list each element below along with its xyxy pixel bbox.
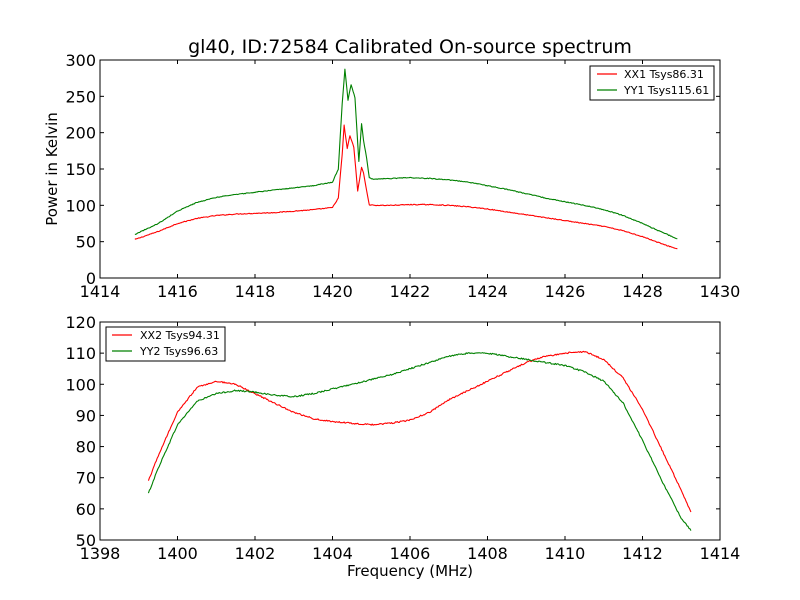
legend: XX1 Tsys86.31 YY1 Tsys115.61 bbox=[589, 65, 715, 101]
x-tick-label: 1418 bbox=[235, 282, 276, 301]
y-tick-label: 60 bbox=[76, 500, 96, 519]
x-tick-label: 1398 bbox=[80, 544, 121, 563]
legend: XX2 Tsys94.31 YY2 Tsys96.63 bbox=[105, 326, 226, 362]
y-tick-label: 70 bbox=[76, 469, 96, 488]
x-tick-label: 1416 bbox=[157, 282, 198, 301]
y-tick-label: 300 bbox=[65, 51, 96, 70]
series-lines bbox=[134, 68, 678, 250]
x-tick-label: 1420 bbox=[312, 282, 353, 301]
top-subplot: gl40, ID:72584 Calibrated On-source spec… bbox=[43, 36, 740, 301]
x-tick-label: 1426 bbox=[545, 282, 586, 301]
y-tick-label: 50 bbox=[76, 233, 96, 252]
x-tick-label: 1422 bbox=[390, 282, 431, 301]
axes-frame bbox=[99, 321, 721, 541]
legend-box bbox=[105, 326, 226, 362]
x-tick-label: 1414 bbox=[80, 282, 121, 301]
tick-labels: 1414 1416 1418 1420 1422 1424 1426 1428 1430 0 50 1… bbox=[65, 51, 740, 301]
x-tick-label: 1402 bbox=[235, 544, 276, 563]
x-tick-label: 1410 bbox=[545, 544, 586, 563]
axes-frame bbox=[99, 59, 721, 279]
x-tick-label: 1428 bbox=[622, 282, 663, 301]
y-tick-label: 100 bbox=[65, 375, 96, 394]
legend-box bbox=[589, 65, 715, 101]
y-tick-label: 90 bbox=[76, 406, 96, 425]
x-tick-label: 1408 bbox=[467, 544, 508, 563]
y-axis-label: Power in Kelvin bbox=[43, 112, 61, 226]
y-tick-label: 100 bbox=[65, 196, 96, 215]
axis-ticks bbox=[99, 321, 721, 541]
series-line-xx1 bbox=[134, 124, 678, 250]
series-line-xx2 bbox=[147, 350, 692, 513]
series-line-yy2 bbox=[147, 352, 692, 531]
y-tick-label: 80 bbox=[76, 438, 96, 457]
tick-labels: 1398 1400 1402 1404 1406 1408 1410 1412 1414 50 60… bbox=[65, 313, 740, 563]
legend-label-yy2: YY2 Tsys96.63 bbox=[139, 345, 218, 358]
chart-title: gl40, ID:72584 Calibrated On-source spec… bbox=[188, 36, 632, 58]
x-axis-label: Frequency (MHz) bbox=[347, 562, 473, 580]
legend-label-yy1: YY1 Tsys115.61 bbox=[623, 84, 709, 97]
y-tick-label: 250 bbox=[65, 87, 96, 106]
y-tick-label: 110 bbox=[65, 344, 96, 363]
x-tick-label: 1404 bbox=[312, 544, 353, 563]
legend-label-xx1: XX1 Tsys86.31 bbox=[624, 68, 704, 81]
x-tick-label: 1400 bbox=[157, 544, 198, 563]
y-tick-label: 200 bbox=[65, 124, 96, 143]
x-tick-label: 1424 bbox=[467, 282, 508, 301]
x-tick-label: 1412 bbox=[622, 544, 663, 563]
series-line-yy1 bbox=[134, 68, 678, 240]
series-lines bbox=[147, 350, 692, 531]
x-tick-label: 1430 bbox=[700, 282, 741, 301]
y-tick-label: 150 bbox=[65, 160, 96, 179]
y-tick-label: 120 bbox=[65, 313, 96, 332]
x-tick-label: 1406 bbox=[390, 544, 431, 563]
bottom-subplot: Frequency (MHz) 1398 1400 1402 1404 1406 1408… bbox=[65, 313, 740, 580]
y-tick-label: 0 bbox=[86, 269, 96, 288]
legend-label-xx2: XX2 Tsys94.31 bbox=[140, 329, 220, 342]
x-tick-label: 1414 bbox=[700, 544, 741, 563]
y-tick-label: 50 bbox=[76, 531, 96, 550]
